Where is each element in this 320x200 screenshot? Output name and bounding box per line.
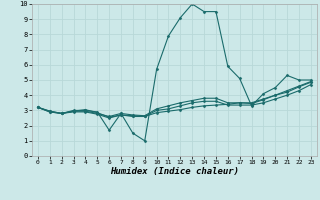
X-axis label: Humidex (Indice chaleur): Humidex (Indice chaleur) [110, 167, 239, 176]
